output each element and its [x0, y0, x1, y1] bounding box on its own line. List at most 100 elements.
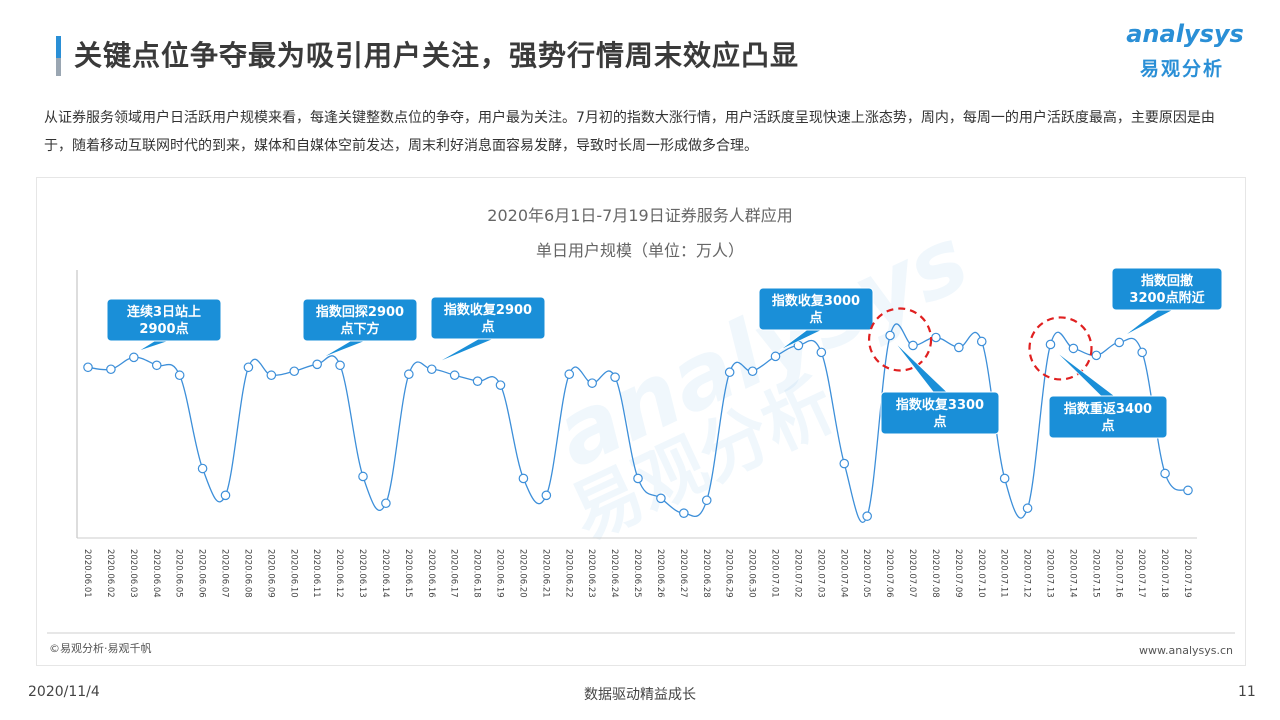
data-point [312, 359, 322, 370]
x-tick-label: 2020.07.06 [884, 549, 894, 598]
data-point [472, 376, 483, 386]
x-tick-label: 2020.07.05 [861, 549, 871, 598]
callout-tail [320, 339, 369, 359]
data-point [106, 364, 116, 375]
data-point [381, 498, 391, 509]
x-tick-label: 2020.07.13 [1045, 549, 1055, 598]
footer-slogan: 数据驱动精益成长 [584, 687, 696, 703]
data-point [174, 370, 185, 381]
callout-text: 指数重返3400 [1064, 401, 1152, 417]
highlight-circle [867, 307, 933, 372]
data-point [747, 366, 758, 377]
x-tick-label: 2020.06.23 [586, 549, 596, 598]
highlight-circle [1028, 316, 1093, 381]
x-tick-label: 2020.06.07 [220, 549, 230, 598]
x-tick-label: 2020.06.10 [288, 549, 298, 598]
data-point [656, 493, 666, 504]
chart-subtitle: 单日用户规模（单位：万人） [536, 241, 744, 260]
data-point [358, 471, 368, 482]
data-point [1045, 339, 1056, 350]
x-tick-label: 2020.07.14 [1067, 549, 1077, 598]
data-point [816, 347, 827, 358]
data-point [266, 370, 277, 381]
x-tick-label: 2020.06.21 [540, 549, 550, 598]
callout-text: 2900点 [139, 321, 188, 337]
data-point [1183, 485, 1193, 496]
data-point [724, 367, 735, 378]
callout-text: 点下方 [340, 321, 379, 337]
x-tick-label: 2020.06.27 [678, 549, 688, 598]
data-point [1137, 347, 1147, 358]
chart-container: analysys 易观分析 2020年6月1日-7月19日证券服务人群应用 单日用… [36, 177, 1246, 666]
x-tick-label: 2020.07.12 [1022, 549, 1032, 598]
callout-text: 指数收复3000 [772, 293, 860, 309]
data-point [862, 511, 872, 521]
callout-text: 指数回探2900 [316, 304, 404, 320]
x-tick-label: 2020.06.22 [563, 549, 573, 598]
callout-text: 连续3日站上 [127, 304, 201, 320]
x-tick-label: 2020.06.18 [472, 549, 482, 598]
x-tick-label: 2020.06.17 [449, 549, 459, 598]
data-point [931, 332, 941, 343]
data-point [1068, 343, 1079, 354]
data-point [839, 458, 850, 469]
data-point [335, 360, 345, 371]
x-tick-label: 2020.07.01 [770, 549, 780, 598]
callout-text: 点 [481, 319, 494, 335]
callout-box [1111, 267, 1223, 311]
callout-box [106, 298, 222, 342]
x-tick-label: 2020.06.03 [128, 549, 138, 598]
data-point [129, 352, 139, 363]
callout-tail [137, 339, 173, 352]
callout-tail [1054, 350, 1118, 398]
x-tick-label: 2020.06.20 [517, 549, 527, 598]
callout-box [430, 296, 546, 340]
x-tick-label: 2020.06.14 [380, 549, 390, 598]
data-point [885, 330, 895, 341]
data-point [1114, 337, 1125, 348]
x-tick-label: 2020.06.26 [655, 549, 665, 598]
data-point [976, 336, 987, 347]
title-accent-bar [56, 36, 64, 76]
data-point [1091, 350, 1102, 361]
x-tick-label: 2020.06.08 [242, 549, 252, 598]
data-point [449, 370, 460, 381]
x-tick-label: 2020.06.24 [609, 549, 619, 598]
data-point [701, 495, 712, 506]
data-point [426, 364, 437, 375]
x-tick-label: 2020.07.08 [930, 549, 940, 598]
data-point [679, 508, 689, 518]
callout-tail [1123, 308, 1176, 337]
x-tick-labels: 2020.06.01 2020.06.02 2020.06.03 2020.06.04… [82, 549, 1192, 598]
data-point [908, 340, 918, 351]
data-point [495, 380, 506, 390]
page-number: 11 [1238, 684, 1256, 700]
x-tick-label: 2020.07.07 [907, 549, 917, 598]
data-point [289, 366, 300, 377]
data-point [1022, 503, 1033, 514]
page-title: 关键点位争夺最为吸引用户关注，强势行情周末效应凸显 [74, 39, 800, 72]
callout-tail [893, 341, 949, 394]
callout-box [758, 287, 874, 331]
callout-text: 点 [1101, 418, 1114, 434]
x-tick-label: 2020.06.19 [495, 549, 505, 598]
x-tick-label: 2020.07.11 [999, 549, 1009, 598]
x-tick-label: 2020.07.03 [815, 549, 825, 598]
data-point [587, 378, 597, 388]
x-tick-label: 2020.06.11 [311, 549, 321, 598]
data-point [83, 362, 93, 373]
analysys-logo: analysys 易观分析 [1120, 20, 1250, 82]
x-tick-label: 2020.07.18 [1159, 549, 1169, 598]
x-tick-label: 2020.06.25 [632, 549, 642, 598]
callout-text: 指数收复3300 [896, 397, 984, 413]
x-tick-label: 2020.07.16 [1113, 549, 1123, 598]
x-tick-label: 2020.06.16 [426, 549, 436, 598]
callout-text: 3200点附近 [1129, 290, 1204, 306]
